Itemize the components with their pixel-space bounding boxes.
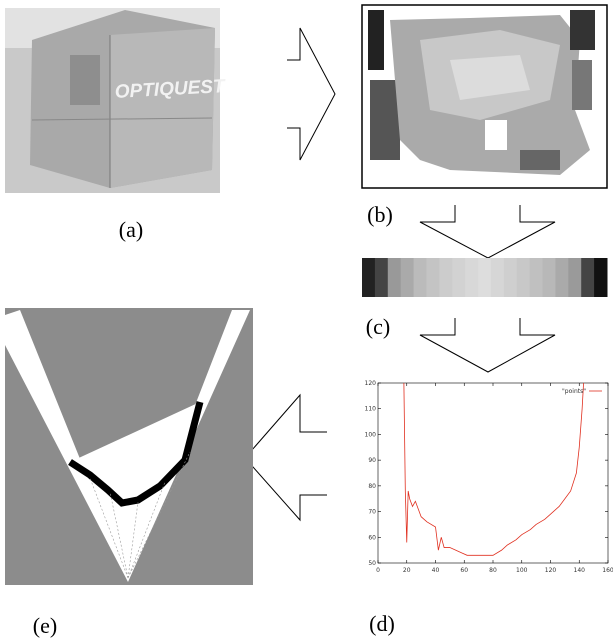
y-tick-label: 100 [365, 431, 377, 438]
disparity-panel [362, 5, 607, 188]
plot-panel: 50 60 70 80 90 100 110 120 0 20 40 60 80 100 120 140 160… [365, 380, 613, 574]
panel-label: (b) [367, 202, 393, 227]
strip-band [401, 258, 414, 297]
data-line [404, 383, 584, 555]
strip-band [465, 258, 478, 297]
strip-band [491, 258, 504, 297]
strip-band [414, 258, 427, 297]
photo-panel: OPTIQUEST [5, 8, 226, 193]
arrow [420, 205, 555, 258]
x-tick-label: 140 [574, 567, 586, 574]
y-tick-label: 90 [368, 457, 376, 464]
strip-band [452, 258, 465, 297]
y-tick-label: 50 [368, 560, 376, 567]
strip-band [478, 258, 491, 297]
strip-band [439, 258, 452, 297]
strip-band [426, 258, 439, 297]
strip-band [530, 258, 543, 297]
y-tick-label: 70 [368, 509, 376, 516]
y-tick-label: 80 [368, 483, 376, 490]
strip-band [362, 258, 375, 297]
x-tick-label: 20 [403, 567, 411, 574]
panel-label: (e) [33, 613, 57, 638]
legend-label: "points" [562, 388, 586, 395]
strip-band [581, 258, 594, 297]
strip-band [594, 258, 607, 297]
figure: OPTIQUEST (a) (b) (c) (e) 5 [0, 0, 613, 641]
page: OPTIQUEST (a) (b) (c) (e) 5 [0, 0, 613, 641]
panel-label: (d) [369, 611, 395, 636]
strip-band [568, 258, 581, 297]
arrow [287, 28, 335, 160]
y-tick-label: 60 [368, 534, 376, 541]
strip-band [555, 258, 568, 297]
strip-band [388, 258, 401, 297]
x-tick-label: 80 [489, 567, 497, 574]
strip-band [517, 258, 530, 297]
y-tick-label: 120 [365, 380, 377, 387]
panel-label: (a) [119, 217, 143, 242]
strip-band [504, 258, 517, 297]
x-tick-label: 120 [545, 567, 557, 574]
x-tick-label: 160 [602, 567, 613, 574]
y-tick-label: 110 [365, 406, 377, 413]
strip-band [543, 258, 556, 297]
panel-label: (c) [366, 314, 390, 339]
plot-frame [378, 383, 608, 563]
x-tick-label: 40 [432, 567, 440, 574]
strip-band [375, 258, 388, 297]
x-tick-label: 0 [376, 567, 380, 574]
x-tick-label: 60 [460, 567, 468, 574]
x-tick-label: 100 [516, 567, 528, 574]
arrow [420, 318, 555, 372]
arrow [245, 395, 327, 520]
occupancy-panel [5, 308, 253, 585]
strip-panel [362, 258, 608, 297]
